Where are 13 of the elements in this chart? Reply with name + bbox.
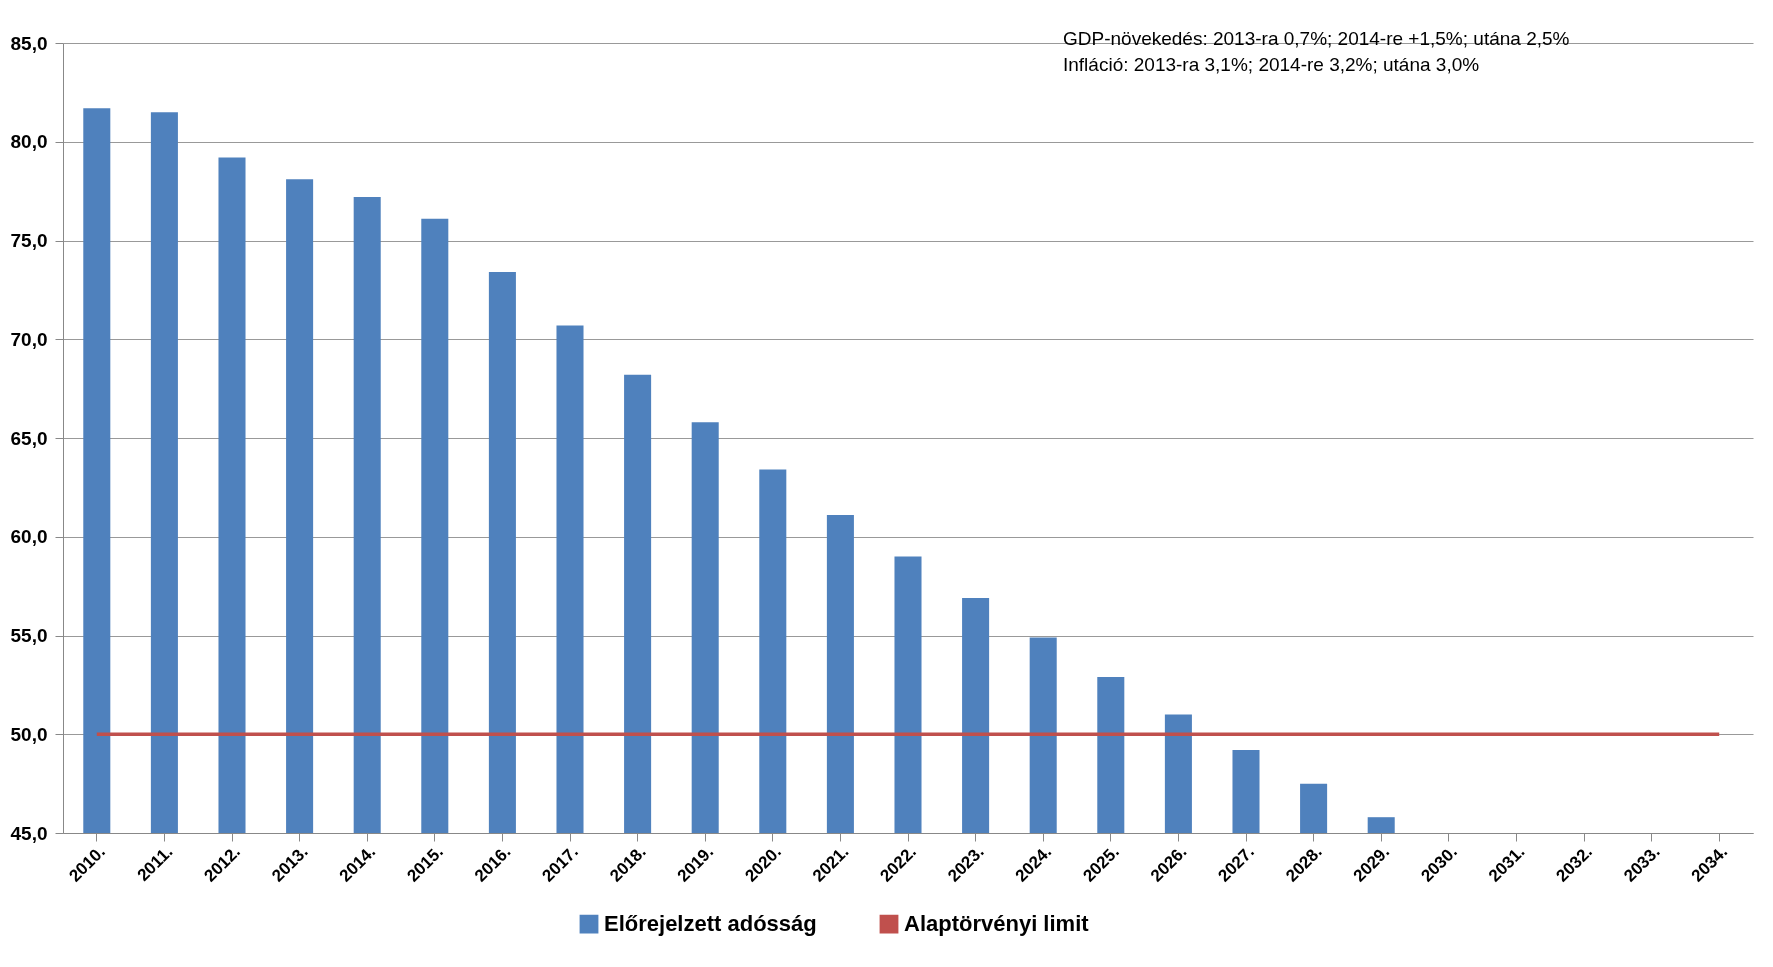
y-tick-label: 55,0	[10, 625, 48, 646]
y-tick-label: 85,0	[10, 32, 48, 54]
legend-label: Előrejelzett adósság	[604, 911, 817, 937]
y-tick-label: 60,0	[10, 526, 48, 548]
annotation: Infláció: 2013-ra 3,1%; 2014-re 3,2%; utána 3,0%	[1063, 54, 1480, 75]
y-tick-label: 50,0	[10, 723, 48, 745]
y-tick-label: 80,0	[10, 131, 48, 153]
y-tick-label: 65,0	[10, 427, 48, 449]
y-tick-label: 75,0	[10, 230, 48, 251]
legend-label: Alaptörvényi limit	[904, 911, 1090, 937]
y-tick-label: 45,0	[10, 822, 48, 844]
annotation: GDP-növekedés: 2013-ra 0,7%; 2014-re +1,5%; utána 2,5%	[1063, 28, 1570, 49]
y-tick-label: 70,0	[10, 328, 48, 350]
